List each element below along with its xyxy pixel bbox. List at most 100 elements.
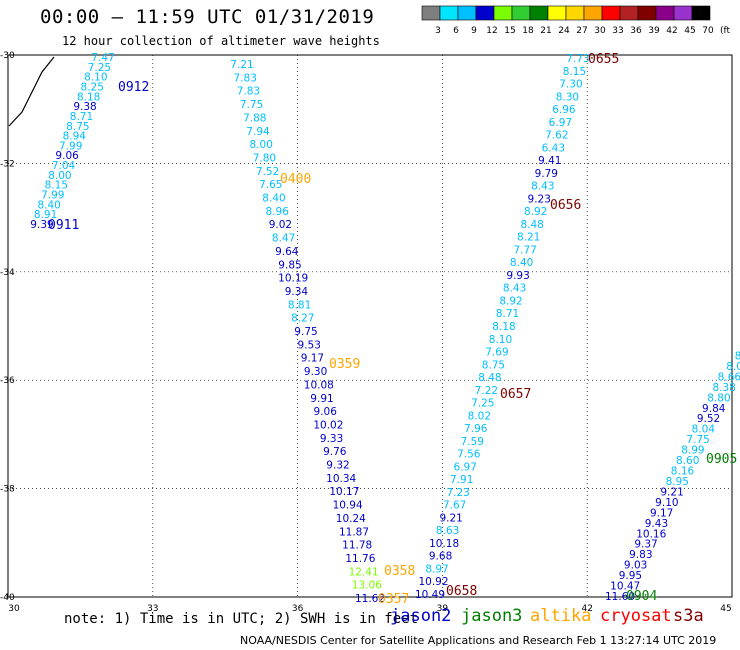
colorbar-tick: 18 (522, 26, 534, 35)
wave-height-label: 9.85 (278, 259, 301, 271)
wave-height-label: 7.21 (230, 59, 253, 71)
colorbar-tick: 30 (594, 26, 606, 35)
wave-height-label: 7.25 (471, 398, 494, 410)
wave-height-label: 7.67 (443, 500, 466, 512)
pass-time-label: 0905 (706, 452, 737, 467)
colorbar-tick: 15 (504, 26, 515, 35)
wave-height-label: 7.56 (457, 449, 481, 461)
wave-height-label: 8.48 (478, 372, 501, 384)
colorbar-tick: 3 (435, 26, 441, 35)
wave-height-label: 9.34 (285, 286, 309, 298)
wave-height-label: 9.91 (310, 393, 333, 405)
wave-height-label: 8.47 (272, 233, 295, 245)
chart-title: 00:00 – 11:59 UTC 01/31/2019 (40, 6, 375, 28)
wave-height-label: 10.94 (333, 500, 363, 512)
wave-height-label: 9.33 (320, 433, 343, 445)
wave-height-label: 8.00 (250, 139, 273, 151)
wave-height-label: 9.84 (702, 403, 726, 415)
wave-height-label: 9.43 (645, 518, 668, 530)
lon-tick-label: 36 (292, 604, 304, 614)
wave-height-label: 9.10 (655, 497, 678, 509)
wave-height-label: 9.39 (30, 219, 53, 231)
pass-time-label: 0655 (588, 52, 619, 67)
wave-height-label: 8.16 (671, 466, 695, 478)
wave-height-label: 10.24 (336, 513, 366, 525)
lon-tick-label: 45 (720, 604, 731, 614)
wave-height-label: 8.25 (81, 81, 104, 93)
wave-height-label: 10.34 (326, 473, 356, 485)
wave-height-label: 8.48 (520, 219, 543, 231)
pass-time-label: 0656 (550, 198, 581, 213)
wave-height-label: 9.23 (528, 193, 551, 205)
wave-height-label: 7.88 (243, 112, 266, 124)
wave-height-label: 8.92 (524, 206, 547, 218)
wave-height-label: 8.43 (531, 181, 554, 193)
wave-height-label: 9.75 (294, 326, 317, 338)
wave-height-label: 7.75 (240, 99, 263, 111)
wave-height-label: 7.22 (475, 385, 498, 397)
wave-height-label: 8.75 (66, 121, 89, 133)
wave-height-label: 7.69 (485, 347, 508, 359)
wave-height-label: 9.21 (660, 486, 683, 498)
lon-tick-label: 42 (581, 604, 592, 614)
wave-height-label: 7.75 (686, 434, 709, 446)
legend-jason3: jason3 (461, 606, 523, 626)
wave-height-label: 10.47 (610, 581, 640, 593)
wave-height-label: 10.92 (418, 576, 448, 588)
pass-time-label: 0657 (500, 387, 531, 402)
wave-height-label: 10.49 (415, 589, 445, 601)
footer-note: note: 1) Time is in UTC; 2) SWH is in fe… (64, 611, 419, 627)
pass-time-label: 0904 (626, 589, 657, 604)
colorbar-unit: (ft) (720, 26, 731, 35)
legend-altika: altika (530, 606, 592, 626)
wave-height-label: 8.95 (666, 476, 689, 488)
colorbar-tick: 45 (684, 26, 695, 35)
wave-height-label: 8.60 (676, 455, 699, 467)
wave-height-label: 7.23 (446, 487, 469, 499)
wave-height-label: 7.04 (52, 160, 76, 172)
wave-height-label: 9.52 (697, 413, 720, 425)
chart-subtitle: 12 hour collection of altimeter wave hei… (62, 34, 380, 48)
wave-height-label: 8.81 (288, 299, 311, 311)
wave-height-label: 8.10 (489, 334, 512, 346)
colorbar-tick: 39 (648, 26, 660, 35)
wave-height-label: 7.83 (234, 72, 257, 84)
lat-tick-label: -40 (0, 593, 15, 603)
wave-height-label: 7.99 (59, 140, 82, 152)
wave-height-label: 8.18 (492, 321, 515, 333)
wave-height-label: 9.83 (629, 549, 652, 561)
wave-height-label: 8.71 (70, 111, 93, 123)
wave-height-label: 8.96 (266, 206, 290, 218)
track-A: 7.477.258.108.258.189.388.718.758.947.99… (30, 52, 114, 231)
lat-tick-label: -38 (0, 485, 15, 495)
wave-height-label: 8.43 (503, 283, 526, 295)
legend-s3a: s3a (673, 606, 704, 626)
colorbar-swatch (691, 5, 711, 21)
wave-height-label: 9.95 (619, 570, 642, 582)
wave-height-label: 8.10 (84, 72, 107, 84)
colorbar-tick: 12 (486, 26, 497, 35)
wave-height-label: 8.02 (468, 410, 491, 422)
pass-time-label: 0658 (446, 584, 477, 599)
lon-tick-label: 30 (8, 604, 20, 614)
colorbar-tick: 27 (576, 26, 587, 35)
lon-tick-label: 39 (437, 604, 449, 614)
track-C: 7.738.157.308.306.966.977.626.439.419.79… (415, 53, 590, 601)
wave-height-label: 10.02 (313, 419, 343, 431)
wave-height-label: 7.62 (545, 130, 568, 142)
wave-height-label: 9.41 (538, 155, 561, 167)
wave-height-label: 7.25 (88, 62, 111, 74)
wave-height-label: 8.04 (692, 424, 716, 436)
wave-height-label: 8.91 (34, 209, 57, 221)
wave-height-label: 8.30 (556, 91, 579, 103)
lat-tick-label: -30 (0, 51, 15, 61)
wave-height-label: 8.71 (496, 308, 519, 320)
wave-height-label: 8.40 (510, 257, 533, 269)
wave-height-label: 11.60 (605, 591, 635, 603)
wave-height-label: 9.03 (624, 560, 647, 572)
wave-height-label: 10.17 (329, 486, 359, 498)
wave-height-label: 11.76 (345, 553, 375, 565)
wave-height-label: 11.87 (339, 526, 369, 538)
